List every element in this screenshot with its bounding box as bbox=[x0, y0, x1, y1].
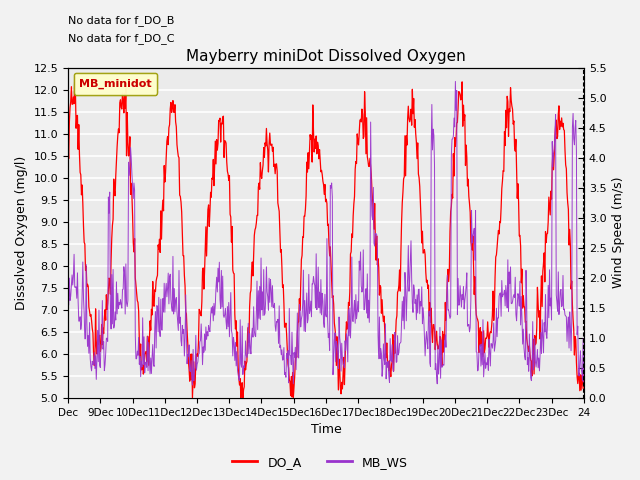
Legend: MB_minidot: MB_minidot bbox=[74, 73, 157, 95]
Y-axis label: Dissolved Oxygen (mg/l): Dissolved Oxygen (mg/l) bbox=[15, 156, 28, 310]
Text: No data for f_DO_C: No data for f_DO_C bbox=[68, 33, 175, 44]
X-axis label: Time: Time bbox=[310, 423, 341, 436]
Title: Mayberry miniDot Dissolved Oxygen: Mayberry miniDot Dissolved Oxygen bbox=[186, 48, 466, 64]
Text: No data for f_DO_B: No data for f_DO_B bbox=[68, 15, 175, 26]
Y-axis label: Wind Speed (m/s): Wind Speed (m/s) bbox=[612, 177, 625, 288]
Legend: DO_A, MB_WS: DO_A, MB_WS bbox=[227, 451, 413, 474]
